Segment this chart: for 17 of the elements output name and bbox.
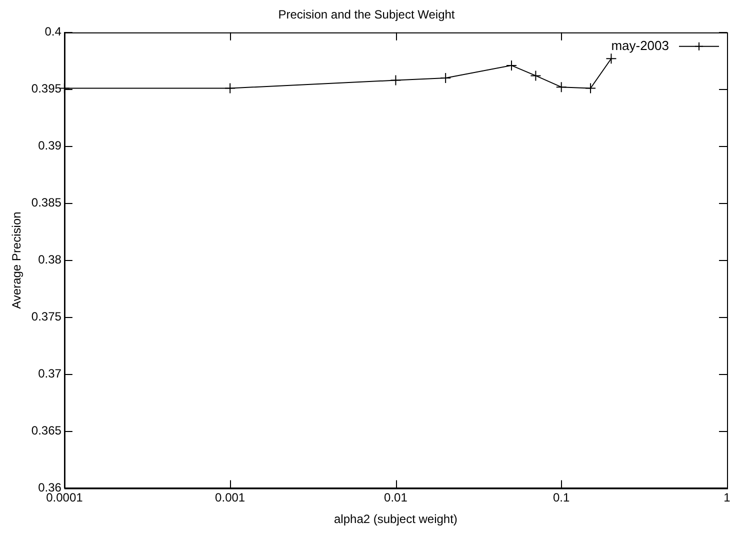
y-tick-label: 0.375 — [31, 310, 62, 324]
y-tick-label: 0.395 — [31, 82, 62, 96]
x-tick-label: 0.0001 — [46, 490, 84, 505]
x-tick-label: 0.001 — [215, 490, 246, 505]
y-tick-label: 0.39 — [38, 138, 62, 153]
chart-title: Precision and the Subject Weight — [278, 8, 456, 22]
x-tick-label: 1 — [724, 490, 731, 505]
y-tick-label: 0.365 — [31, 424, 62, 438]
y-tick-label: 0.38 — [38, 252, 62, 267]
x-tick-label: 0.1 — [553, 490, 570, 505]
legend-label: may-2003 — [611, 38, 669, 53]
y-tick-label: 0.385 — [31, 196, 62, 210]
y-tick-label: 0.4 — [44, 24, 62, 39]
x-tick-label: 0.01 — [384, 490, 408, 505]
y-tick-label: 0.37 — [38, 366, 62, 381]
y-axis-title: Average Precision — [10, 212, 24, 309]
x-axis-title: alpha2 (subject weight) — [334, 512, 458, 526]
